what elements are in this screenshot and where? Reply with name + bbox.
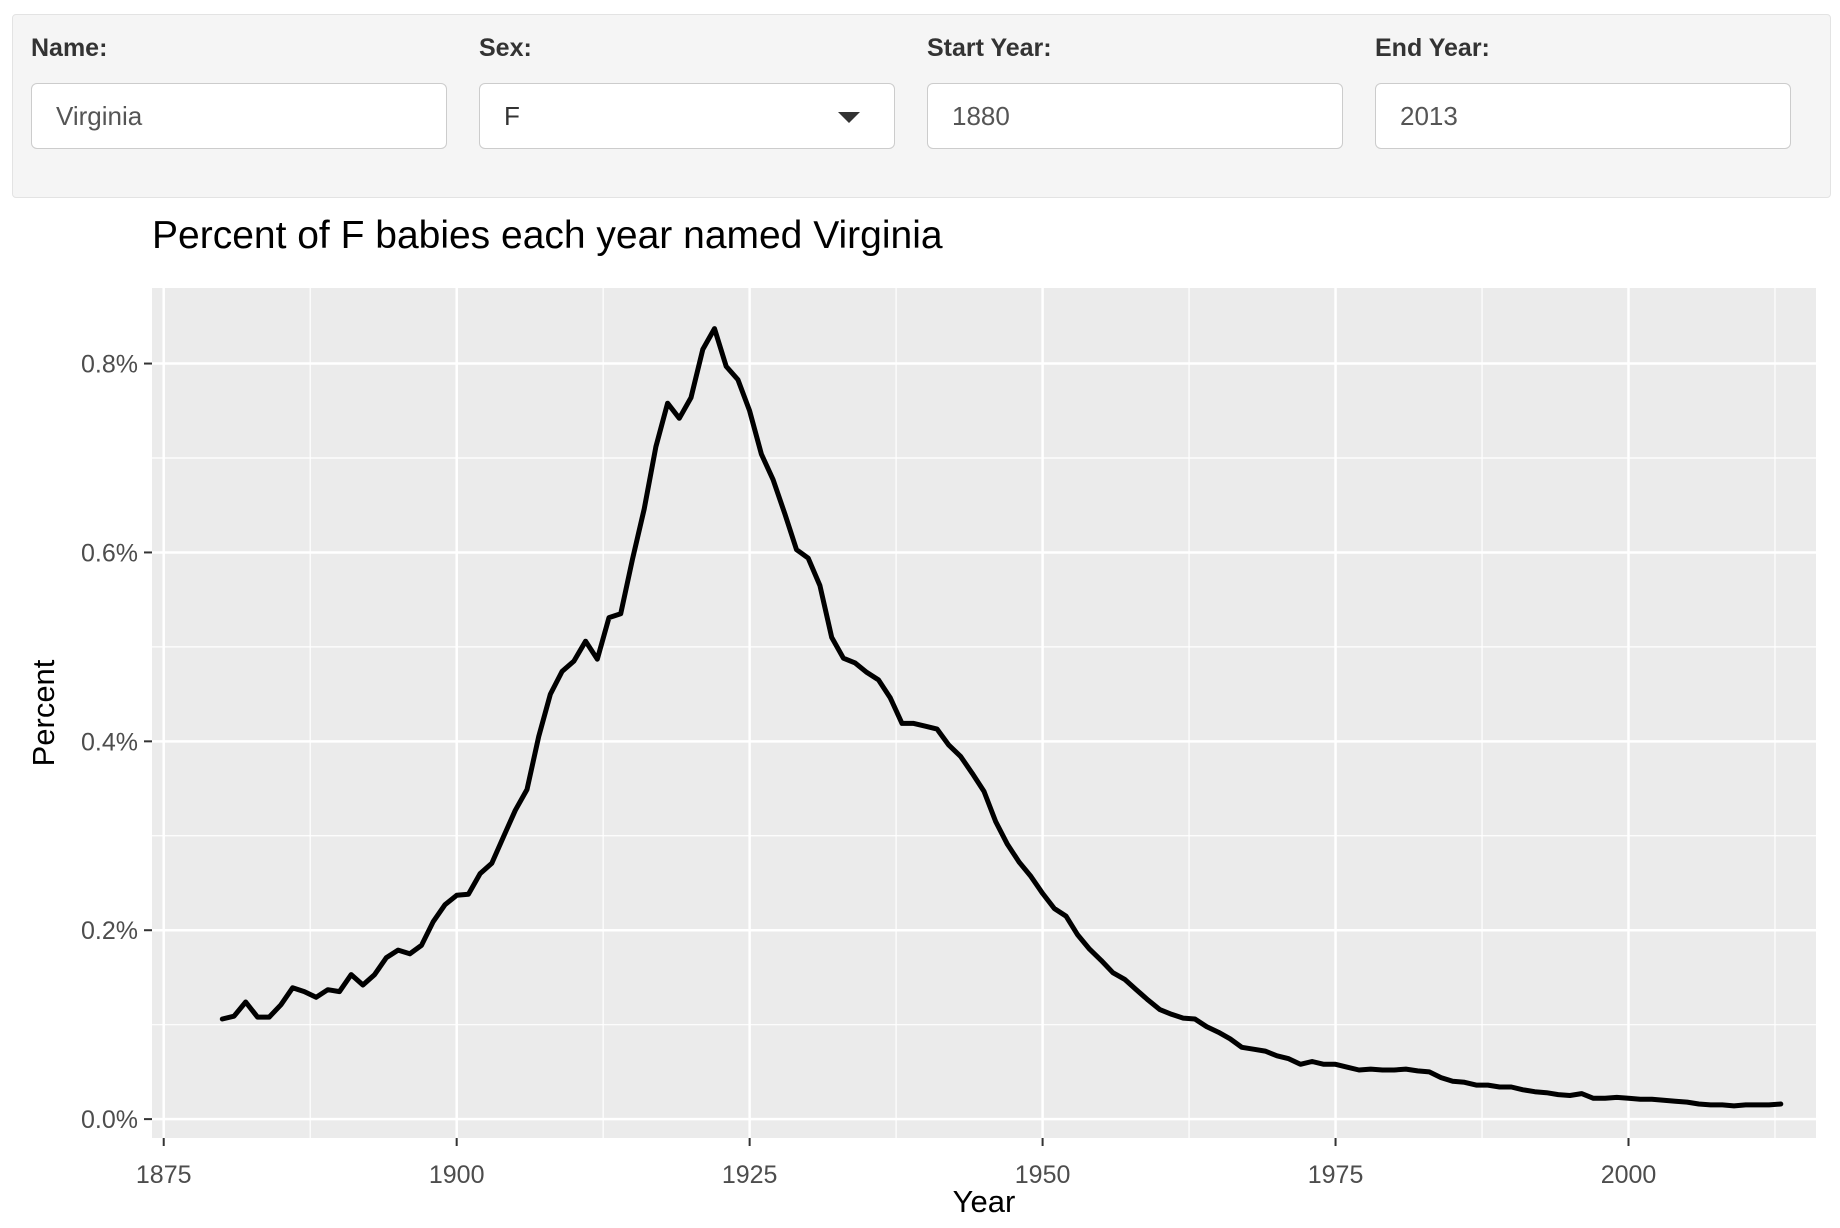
y-tick-label: 0.2% [81,917,138,945]
x-tick-label: 1900 [429,1161,485,1189]
x-tick-label: 1950 [1015,1161,1071,1189]
caret-down-icon [838,112,860,123]
x-tick-label: 1975 [1308,1161,1364,1189]
end-year-input[interactable]: 2013 [1375,83,1791,149]
percent-line-chart: Percent of F babies each year named Virg… [0,208,1840,1223]
plot-panel [152,288,1816,1138]
name-label: Name: [31,33,447,63]
end-year-label: End Year: [1375,33,1791,63]
sex-control: Sex: F [479,33,895,149]
start-year-input[interactable]: 1880 [927,83,1343,149]
sex-select-value: F [504,101,520,131]
x-tick-label: 2000 [1601,1161,1657,1189]
start-year-label: Start Year: [927,33,1343,63]
chart-title: Percent of F babies each year named Virg… [152,214,943,257]
end-year-control: End Year: 2013 [1375,33,1791,149]
y-axis: 0.0% 0.2% 0.4% 0.6% 0.8% [81,351,152,1135]
y-tick-label: 0.0% [81,1106,138,1134]
sex-select[interactable]: F [479,83,895,149]
name-control: Name: Virginia [31,33,447,149]
x-tick-label: 1925 [722,1161,778,1189]
y-tick-label: 0.4% [81,728,138,756]
controls-panel: Name: Virginia Sex: F Start Year: 1880 E… [12,14,1831,198]
x-axis: 1875 1900 1925 1950 1975 2000 [136,1138,1656,1189]
sex-label: Sex: [479,33,895,63]
start-year-control: Start Year: 1880 [927,33,1343,149]
x-axis-title: Year [953,1184,1016,1219]
name-input[interactable]: Virginia [31,83,447,149]
y-axis-title: Percent [26,659,61,766]
x-tick-label: 1875 [136,1161,192,1189]
y-tick-label: 0.8% [81,351,138,379]
y-tick-label: 0.6% [81,539,138,567]
